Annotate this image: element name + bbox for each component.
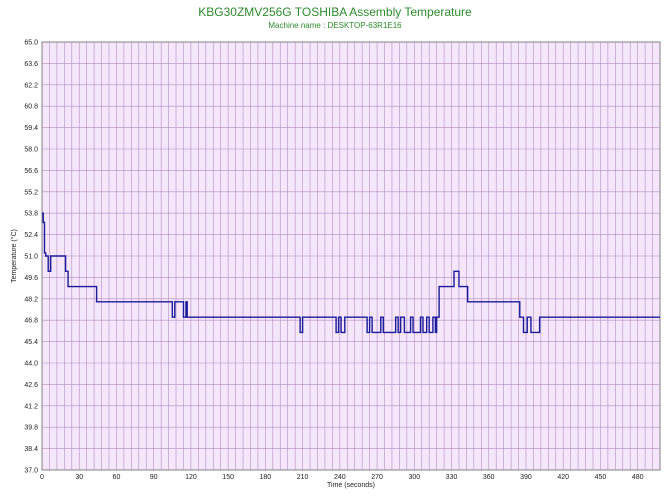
x-tick-label: 270 [371,474,383,481]
y-tick-label: 65.0 [24,40,38,47]
y-tick-label: 60.8 [24,104,38,111]
y-tick-label: 63.6 [24,61,38,68]
x-tick-label: 420 [557,474,569,481]
x-tick-label: 90 [150,474,158,481]
x-tick-label: 180 [260,474,272,481]
x-tick-label: 240 [334,474,346,481]
y-tick-label: 56.6 [24,168,38,175]
y-tick-labels: 37.0 38.4 39.8 41.2 42.6 44.0 45.4 46.8 48.2 49.6… [24,40,38,475]
x-tick-label: 150 [222,474,234,481]
x-tick-labels: 0 30 60 90 120 150 180 210 240 270 300 330 360 390 420… [40,474,644,481]
y-tick-label: 51.0 [24,254,38,261]
y-tick-label: 45.4 [24,339,38,346]
x-tick-label: 330 [446,474,458,481]
series-line [42,212,660,334]
y-tick-label: 59.4 [24,125,38,132]
y-tick-label: 48.2 [24,296,38,303]
x-tick-label: 480 [632,474,644,481]
x-tick-label: 360 [483,474,495,481]
x-tick-label: 120 [185,474,197,481]
chart-title: KBG30ZMV256G TOSHIBA Assembly Temperatur… [198,5,472,19]
x-tick-label: 210 [297,474,309,481]
y-tick-label: 62.2 [24,82,38,89]
x-tick-label: 450 [595,474,607,481]
x-tick-label: 30 [75,474,83,481]
y-tick-label: 37.0 [24,468,38,475]
x-tick-label: 390 [520,474,532,481]
y-tick-label: 53.8 [24,211,38,218]
grid-lines [42,42,660,470]
y-tick-label: 46.8 [24,318,38,325]
x-tick-label: 300 [408,474,420,481]
y-tick-label: 58.0 [24,147,38,154]
y-tick-label: 44.0 [24,361,38,368]
x-tick-label: 60 [113,474,121,481]
chart-subtitle: Machine name : DESKTOP-63R1E16 [268,21,402,30]
y-tick-label: 38.4 [24,446,38,453]
y-tick-label: 52.4 [24,232,38,239]
y-tick-label: 55.2 [24,189,38,196]
x-axis-label: Time (seconds) [327,482,375,489]
y-tick-label: 49.6 [24,275,38,282]
x-tick-label: 0 [40,474,44,481]
y-tick-label: 42.6 [24,382,38,389]
y-tick-label: 39.8 [24,425,38,432]
y-tick-label: 41.2 [24,403,38,410]
y-axis-label: Temperature (°C) [10,229,18,283]
